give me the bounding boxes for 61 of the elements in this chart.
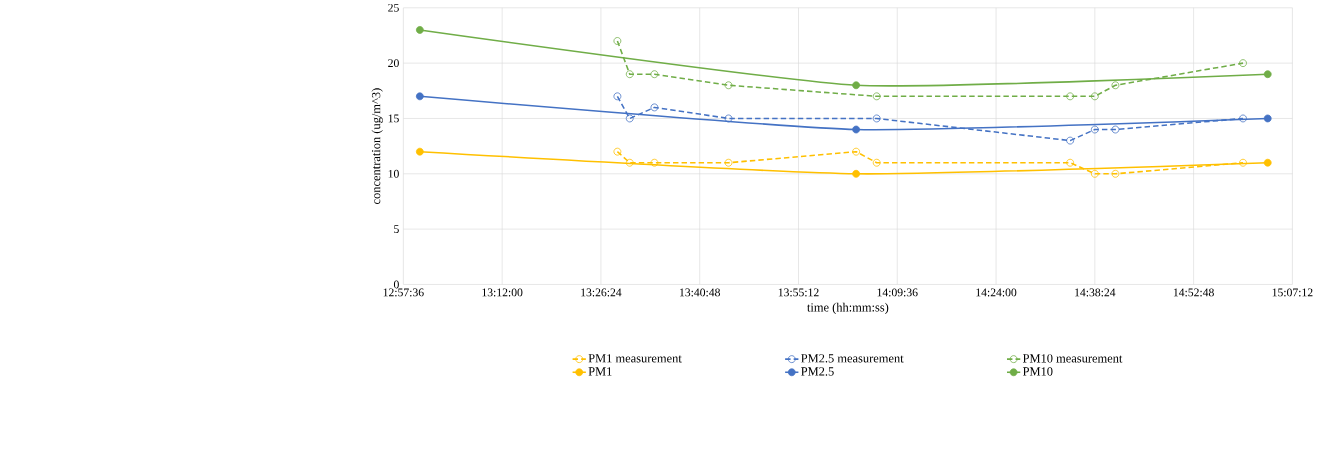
y-tick-label: 10 [388, 170, 399, 178]
x-tick-label: 14:09:36 [877, 288, 918, 297]
point [625, 159, 634, 167]
x-axis-title: time (hh:mm:ss) [807, 302, 889, 315]
point [852, 170, 860, 178]
point [724, 81, 733, 90]
point [1066, 159, 1075, 167]
legend-label: PM1 measurement [588, 354, 682, 363]
legend-label: PM10 measurement [1022, 354, 1123, 363]
legend-label: PM1 [588, 367, 612, 376]
legend-label: PM10 [1022, 367, 1053, 376]
y-tick-label: 15 [388, 114, 399, 123]
point [415, 147, 424, 156]
x-tick-label: 13:26:24 [581, 288, 622, 297]
point [625, 70, 634, 79]
y-tick-label: 20 [388, 59, 399, 68]
point [1239, 114, 1247, 123]
point [415, 26, 424, 35]
point [613, 37, 622, 46]
x-tick-label: 14:24:00 [976, 288, 1017, 297]
x-tick-label: 13:12:00 [482, 288, 523, 297]
point [613, 147, 622, 156]
x-tick-label: 12:57:36 [383, 288, 424, 297]
x-tick-label: 14:38:24 [1075, 288, 1116, 297]
x-tick-label: 13:40:48 [680, 288, 720, 297]
point [724, 159, 733, 167]
point [650, 70, 659, 79]
point [724, 114, 733, 123]
point [872, 92, 881, 101]
point [1090, 92, 1099, 101]
point [872, 159, 881, 167]
legend-label: PM2.5 measurement [801, 354, 904, 363]
y-axis-title: concentration (ug/m^3) [371, 88, 383, 205]
y-tick-label: 0 [393, 280, 399, 289]
point [415, 92, 424, 101]
point [1090, 170, 1099, 178]
point [625, 114, 634, 123]
point [1066, 136, 1075, 145]
point [852, 147, 860, 156]
point [613, 92, 622, 101]
point [650, 103, 659, 112]
point [1239, 59, 1247, 68]
x-tick-label: 14:52:48 [1173, 288, 1214, 297]
point [650, 159, 659, 167]
point [1263, 159, 1272, 167]
point [1090, 125, 1099, 134]
point [852, 81, 860, 90]
point [852, 125, 860, 134]
point [1066, 92, 1075, 101]
point [1239, 159, 1247, 167]
x-tick-label: 13:55:12 [778, 288, 819, 297]
point [1111, 81, 1120, 90]
point [872, 114, 881, 123]
legend-label: PM2.5 [801, 367, 834, 376]
y-tick-label: 25 [388, 4, 399, 12]
x-tick-label: 15:07:12 [1272, 288, 1313, 297]
point [1111, 170, 1120, 178]
point [1111, 125, 1120, 134]
point [1263, 114, 1272, 123]
y-tick-label: 5 [394, 225, 399, 234]
point [1263, 70, 1272, 79]
